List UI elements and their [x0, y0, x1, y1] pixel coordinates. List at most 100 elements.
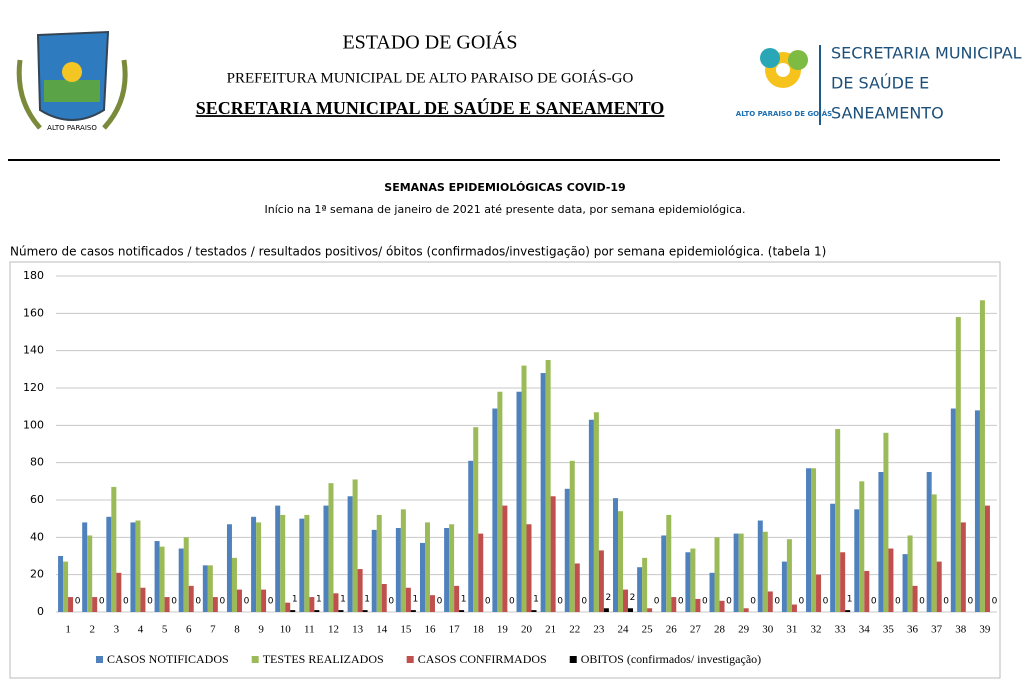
bar: [395, 528, 401, 612]
bar: [159, 546, 165, 612]
bar: [907, 535, 913, 612]
data-label: 1: [364, 595, 370, 605]
bar: [429, 595, 435, 612]
bar: [202, 565, 208, 612]
bar: [666, 514, 672, 612]
bar: [618, 511, 624, 612]
chart-title: SEMANAS EPIDEMIOLÓGICAS COVID-19: [384, 181, 625, 194]
bar: [183, 537, 189, 612]
y-tick-label: 80: [30, 456, 44, 469]
bar: [478, 533, 484, 612]
data-label: 0: [195, 597, 201, 607]
data-label: 0: [823, 597, 829, 607]
data-label: 0: [123, 597, 129, 607]
bar: [642, 557, 648, 612]
bar: [492, 408, 498, 612]
bar: [285, 602, 291, 612]
bar: [164, 597, 170, 612]
bar: [236, 589, 242, 612]
bar: [362, 610, 368, 612]
bar: [738, 533, 744, 612]
bar: [835, 429, 841, 612]
bar: [830, 503, 836, 612]
bar: [714, 537, 720, 612]
bar: [381, 584, 387, 612]
data-label: 0: [485, 597, 491, 607]
x-tick-label: 30: [762, 624, 774, 636]
bar: [878, 472, 884, 612]
bar: [781, 561, 787, 612]
bar: [68, 597, 74, 612]
bar: [574, 563, 580, 612]
data-label: 0: [871, 597, 877, 607]
bar: [762, 531, 768, 612]
bar: [598, 550, 604, 612]
y-tick-label: 160: [23, 306, 44, 319]
x-tick-label: 18: [473, 624, 485, 636]
bar: [859, 481, 865, 612]
caption: Número de casos notificados / testados /…: [10, 245, 826, 259]
logo-small: ALTO PARAISO DE GOIÁS: [736, 109, 832, 118]
bar: [960, 522, 966, 612]
bar: [280, 514, 286, 612]
legend-swatch: [96, 656, 103, 663]
legend-swatch: [569, 656, 577, 663]
x-tick-label: 14: [376, 624, 388, 636]
x-tick-label: 33: [835, 624, 847, 636]
bar: [926, 472, 932, 612]
legend-label: OBITOS (confirmados/ investigação): [581, 652, 761, 666]
bar: [261, 589, 267, 612]
x-tick-label: 19: [497, 624, 509, 636]
bar: [526, 524, 532, 612]
bar: [309, 597, 315, 612]
data-label: 0: [147, 597, 153, 607]
bar: [275, 505, 281, 612]
x-tick-label: 15: [400, 624, 412, 636]
data-label: 0: [967, 597, 973, 607]
x-tick-label: 7: [210, 624, 216, 636]
x-tick-label: 32: [811, 624, 822, 636]
bar: [593, 412, 599, 612]
data-label: 0: [509, 597, 515, 607]
bar: [623, 589, 629, 612]
bar: [816, 574, 822, 612]
bar: [550, 496, 556, 612]
data-label: 0: [654, 597, 660, 607]
data-label: 0: [388, 597, 394, 607]
data-label: 0: [437, 597, 443, 607]
bar: [357, 569, 363, 612]
bar: [690, 548, 696, 612]
data-label: 0: [895, 597, 901, 607]
bar: [338, 610, 344, 612]
state: ESTADO DE GOIÁS: [342, 31, 517, 54]
data-label: 0: [919, 597, 925, 607]
data-label: 2: [630, 593, 636, 603]
bar: [459, 610, 465, 612]
bar: [212, 597, 218, 612]
bar: [226, 524, 232, 612]
bar: [786, 539, 792, 612]
x-tick-label: 36: [907, 624, 919, 636]
data-label: 0: [992, 597, 998, 607]
data-label: 0: [726, 597, 732, 607]
x-tick-label: 22: [569, 624, 580, 636]
x-tick-label: 10: [280, 624, 292, 636]
data-label: 0: [244, 597, 250, 607]
bar: [531, 610, 537, 612]
x-tick-label: 35: [883, 624, 895, 636]
x-tick-label: 13: [352, 624, 364, 636]
x-tick-label: 34: [859, 624, 871, 636]
bar: [207, 565, 213, 612]
x-tick-label: 37: [931, 624, 943, 636]
chart-frame: [9, 261, 1001, 679]
data-label: 1: [340, 595, 346, 605]
bar: [974, 410, 980, 612]
bar: [955, 317, 961, 612]
bar: [540, 373, 546, 612]
bar: [178, 548, 184, 612]
bar: [323, 505, 329, 612]
bar: [419, 542, 425, 612]
x-tick-label: 26: [666, 624, 678, 636]
logo-line: DE SAÚDE E: [831, 74, 929, 93]
bar: [757, 520, 763, 612]
